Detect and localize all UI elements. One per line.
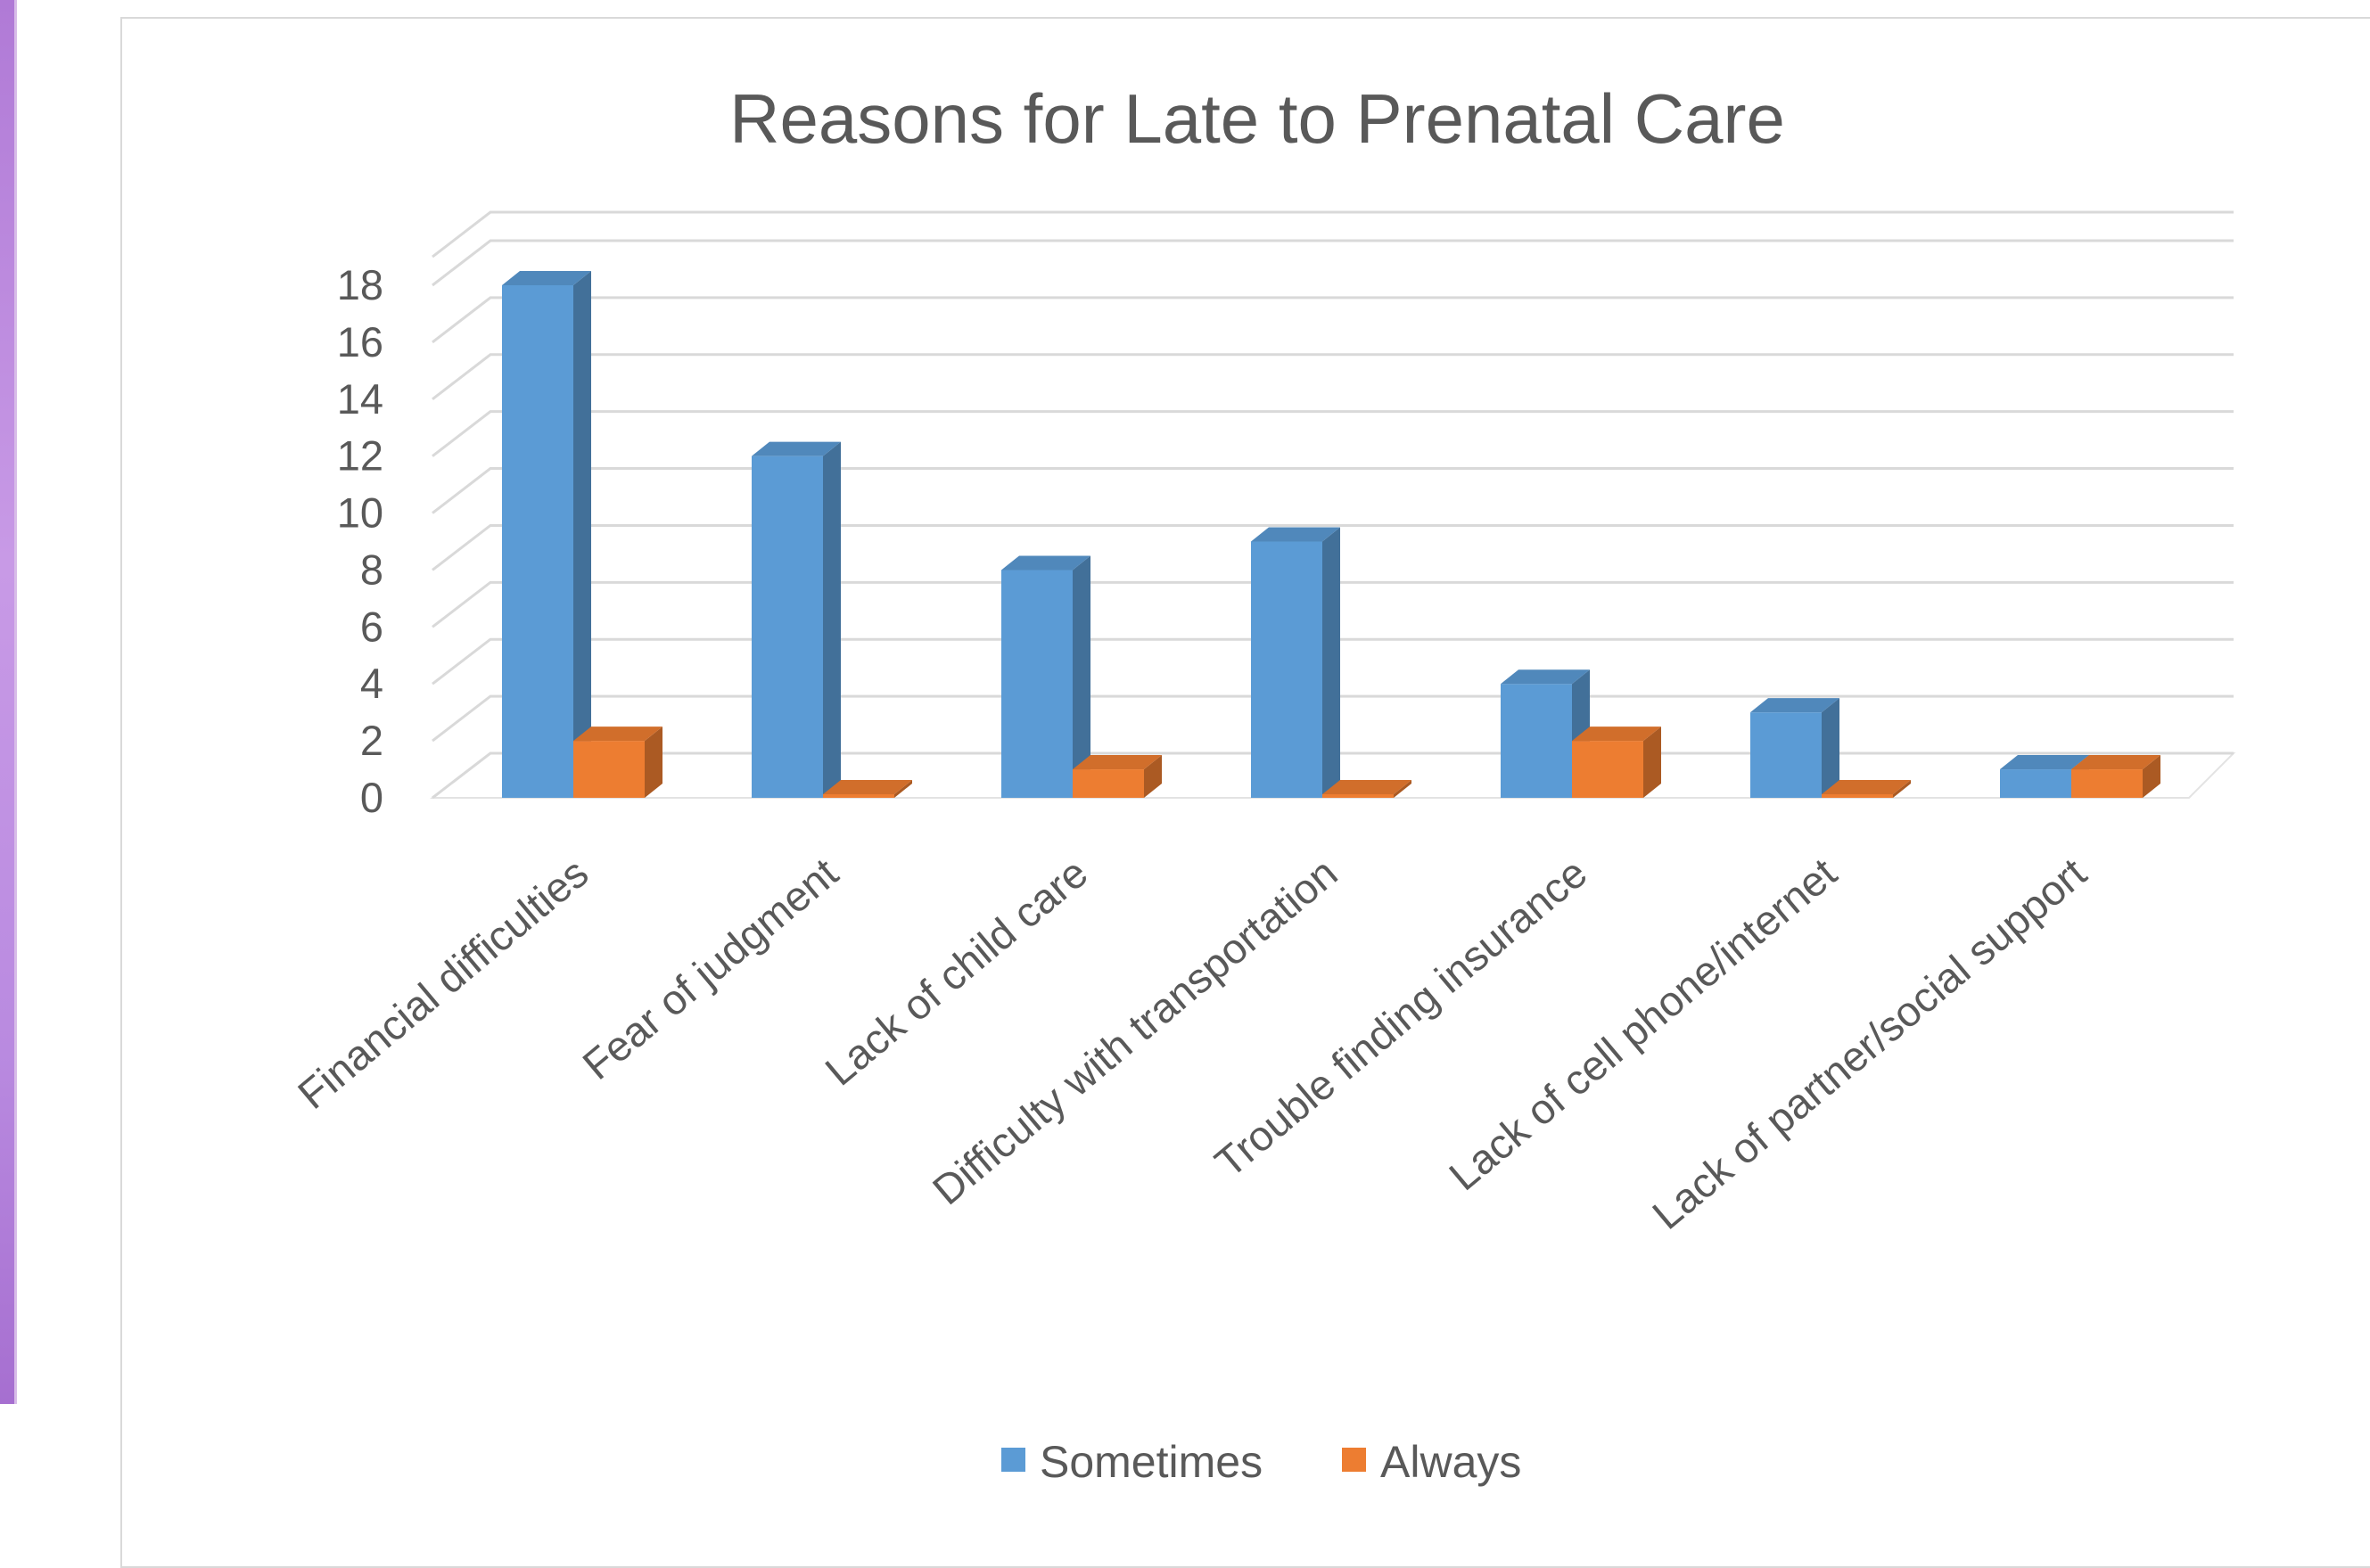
bar-sometimes-2-front	[1001, 570, 1073, 798]
x-category-label: Lack of cell phone/internet	[1440, 849, 1845, 1199]
gridline-top	[432, 210, 2234, 259]
bar-always-4-front	[1572, 741, 1643, 798]
bar-always-1-side	[894, 780, 912, 798]
bar-always-3-top	[1322, 780, 1411, 794]
x-category-label: Lack of child care	[816, 849, 1096, 1095]
bar-always-4	[1572, 727, 1661, 798]
gridline	[432, 580, 2234, 628]
y-tick-label: 8	[360, 546, 383, 593]
bar-sometimes-1	[752, 441, 841, 798]
bar-always-5-side	[1893, 780, 1911, 798]
gridline	[432, 523, 2234, 571]
y-tick-label: 6	[360, 603, 383, 650]
bar-sometimes-4-top	[1501, 669, 1590, 685]
x-category-label: Difficulty with transportation	[924, 849, 1346, 1213]
chart-svg: Reasons for Late to Prenatal Care 0 2 4 6 8 1…	[289, 79, 2236, 1487]
bar-sometimes-1-top	[752, 441, 841, 456]
bar-sometimes-6-front	[2000, 769, 2071, 798]
bar-always-0-side	[645, 727, 662, 798]
gridline	[432, 467, 2234, 514]
y-tick-label: 12	[337, 432, 383, 480]
bar-always-0	[573, 727, 662, 798]
bar-sometimes-3-side	[1322, 527, 1340, 798]
bar-always-6-front	[2071, 769, 2143, 798]
bar-sometimes-0-top	[502, 271, 591, 285]
y-tick-label: 18	[337, 261, 383, 308]
bar-always-1	[823, 780, 912, 798]
y-tick-label: 2	[360, 717, 383, 764]
legend: Sometimes Always	[1001, 1437, 1521, 1487]
bar-sometimes-5	[1750, 698, 1839, 798]
bar-always-5-top	[1822, 780, 1911, 794]
bar-sometimes-3	[1251, 527, 1340, 798]
chart-title: Reasons for Late to Prenatal Care	[729, 79, 1785, 158]
y-tick-label: 16	[337, 318, 383, 365]
bar-always-2-side	[1144, 755, 1162, 798]
legend-swatch-always	[1342, 1448, 1366, 1472]
bar-always-0-front	[573, 741, 645, 798]
bar-sometimes-3-front	[1251, 541, 1322, 798]
bar-always-4-side	[1643, 727, 1661, 798]
bar-always-5	[1822, 780, 1911, 798]
bar-sometimes-0-front	[502, 285, 573, 798]
bar-always-3-side	[1394, 780, 1411, 798]
bar-sometimes-5-top	[1750, 698, 1839, 713]
bar-sometimes-5-front	[1750, 712, 1822, 798]
bar-sometimes-5-side	[1822, 698, 1839, 798]
y-tick-label: 14	[337, 375, 383, 423]
gridline	[432, 239, 2234, 287]
bar-always-1-top	[823, 780, 912, 794]
bar-sometimes-6-top	[2000, 755, 2089, 770]
gridline	[432, 353, 2234, 400]
x-category-label: Fear of judgment	[573, 849, 846, 1088]
bar-always-2-front	[1073, 769, 1144, 798]
legend-label-sometimes: Sometimes	[1040, 1437, 1263, 1487]
bar-always-0-top	[573, 727, 662, 742]
gridline	[432, 694, 2234, 743]
gridline	[432, 296, 2234, 344]
bar-always-5-front	[1822, 794, 1893, 798]
x-category-label: Lack of partner/social support	[1643, 849, 2094, 1238]
legend-swatch-sometimes	[1001, 1448, 1025, 1472]
bar-sometimes-3-top	[1251, 527, 1340, 542]
bar-sometimes-0	[502, 271, 591, 798]
left-decorative-strip	[0, 0, 14, 1404]
y-tick-label: 4	[360, 660, 383, 707]
bar-always-3-front	[1322, 794, 1394, 798]
gridline	[432, 410, 2234, 457]
bar-always-6	[2071, 755, 2160, 798]
y-axis-ticks: 0 2 4 6 8 10 12 14 16 18	[337, 261, 383, 821]
bar-always-6-top	[2071, 755, 2160, 770]
bar-sometimes-0-side	[573, 271, 591, 798]
bar-always-1-front	[823, 794, 894, 798]
bar-always-2	[1073, 755, 1162, 798]
bar-sometimes-2	[1001, 555, 1090, 798]
bar-sometimes-2-side	[1073, 555, 1090, 798]
bar-always-6-side	[2143, 755, 2160, 798]
y-tick-label: 10	[337, 489, 383, 537]
bar-sometimes-2-top	[1001, 555, 1090, 571]
gridline	[432, 637, 2234, 685]
bar-always-2-top	[1073, 755, 1162, 770]
bar-sometimes-1-side	[823, 441, 841, 798]
bar-always-4-top	[1572, 727, 1661, 742]
bars	[502, 271, 2160, 798]
bar-always-3	[1322, 780, 1411, 798]
legend-label-always: Always	[1380, 1437, 1521, 1487]
x-category-label: Financial difficulties	[289, 849, 597, 1118]
bar-sometimes-4-front	[1501, 684, 1572, 798]
bar-sometimes-1-front	[752, 456, 823, 798]
y-tick-label: 0	[360, 774, 383, 821]
left-strip-edge	[14, 0, 17, 1404]
